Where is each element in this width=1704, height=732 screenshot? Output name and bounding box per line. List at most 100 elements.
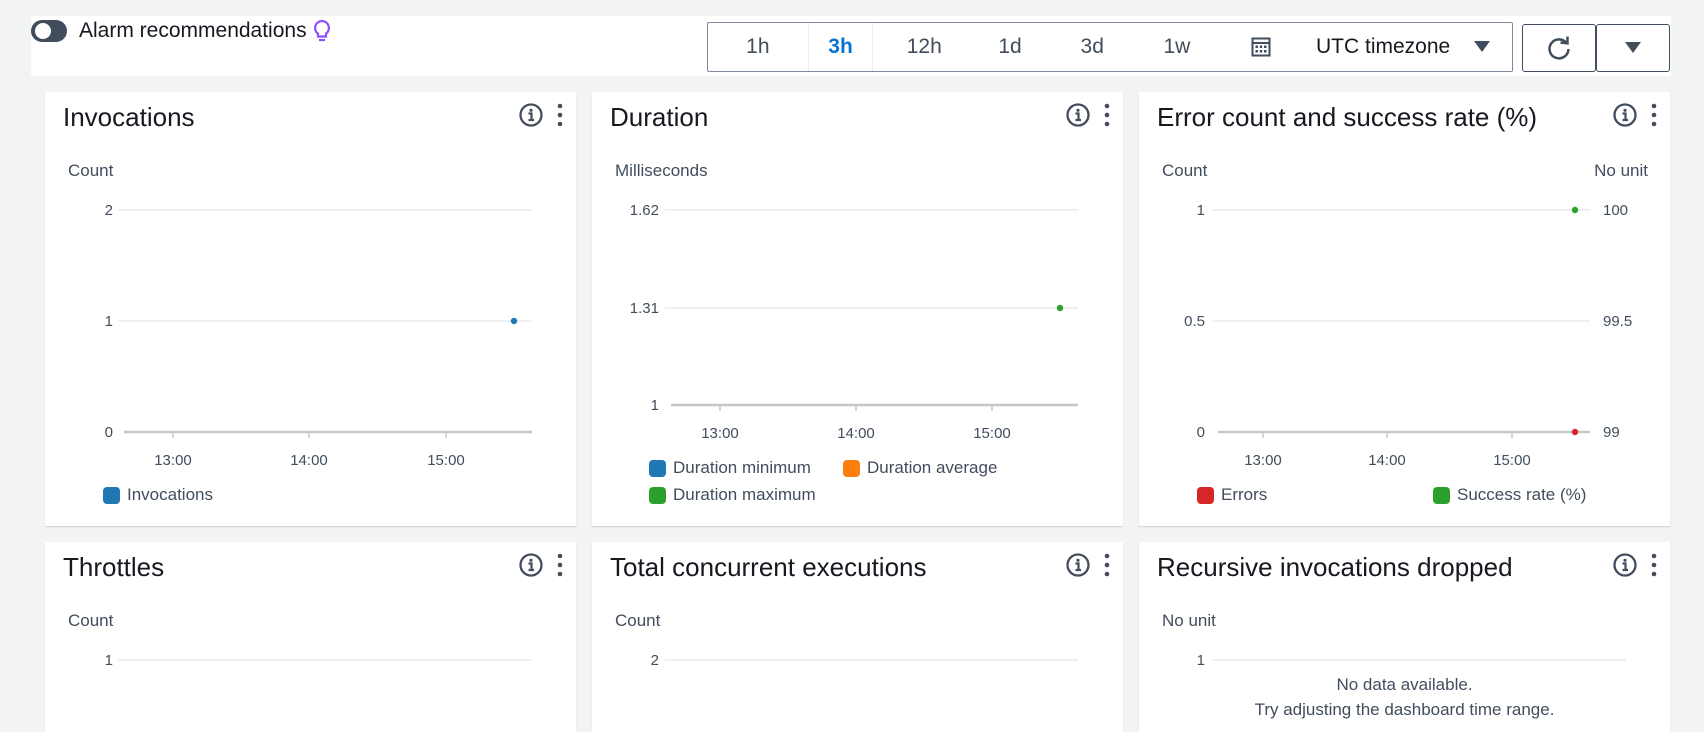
concurrent-executions-widget: Total concurrent executions Count 2 xyxy=(592,542,1123,732)
y-axis-unit: Count xyxy=(68,161,114,180)
x-tick-label: 14:00 xyxy=(290,452,328,469)
data-point-errors[interactable] xyxy=(1571,428,1579,436)
throttles-widget: Throttles Count 1 xyxy=(45,542,576,732)
caret-down-icon xyxy=(1474,41,1490,52)
legend-item-success-rate[interactable]: Success rate (%) xyxy=(1433,485,1586,505)
range-1d[interactable]: 1d xyxy=(998,35,1022,58)
y-tick-label: 1 xyxy=(105,313,113,330)
refresh-options-button[interactable] xyxy=(1596,24,1670,72)
legend-label: Invocations xyxy=(127,485,213,504)
y-tick-label: 1 xyxy=(1197,652,1205,669)
y-axis-unit: Milliseconds xyxy=(615,161,708,180)
more-options-icon[interactable] xyxy=(556,102,564,128)
widget-actions xyxy=(1612,552,1658,578)
y2-tick-label: 99 xyxy=(1603,424,1620,441)
no-data-hint: Try adjusting the dashboard time range. xyxy=(1254,700,1555,719)
x-tick-label: 15:00 xyxy=(427,452,465,469)
y2-tick-label: 99.5 xyxy=(1603,313,1632,330)
widget-actions xyxy=(1065,102,1111,128)
legend-label: Duration average xyxy=(867,458,998,477)
range-12h[interactable]: 12h xyxy=(906,35,942,58)
info-icon[interactable] xyxy=(518,552,544,578)
x-tick-label: 14:00 xyxy=(1368,452,1406,469)
more-options-icon[interactable] xyxy=(1103,102,1111,128)
data-point-success-rate[interactable] xyxy=(1571,206,1579,214)
dashboard-toolbar: Alarm recommendations 1h 3h 12h 1d 3d 1w xyxy=(31,16,1671,76)
legend-item-duration-average[interactable]: Duration average xyxy=(843,458,997,478)
invocations-widget: Invocations Count 2 1 0 13:00 14:00 15:0… xyxy=(45,92,576,526)
legend-label: Errors xyxy=(1221,485,1268,504)
widget-actions xyxy=(1612,102,1658,128)
alarm-recommendations-label: Alarm recommendations xyxy=(79,19,307,42)
x-tick-label: 13:00 xyxy=(1244,452,1282,469)
widget-title: Error count and success rate (%) xyxy=(1157,102,1538,132)
widget-title: Recursive invocations dropped xyxy=(1157,552,1513,582)
widget-title: Throttles xyxy=(63,552,165,582)
alarm-recommendations-toggle-group: Alarm recommendations xyxy=(31,19,331,43)
y-axis-unit: No unit xyxy=(1162,611,1216,630)
widget-actions xyxy=(518,552,564,578)
legend-label: Duration maximum xyxy=(673,485,816,504)
x-tick-label: 15:00 xyxy=(973,425,1011,442)
y2-tick-label: 100 xyxy=(1603,202,1628,219)
widget-actions xyxy=(518,102,564,128)
y-axis-unit-left: Count xyxy=(1162,161,1208,180)
recursive-invocations-widget: Recursive invocations dropped No unit 1 … xyxy=(1139,542,1670,732)
timezone-select[interactable]: UTC timezone xyxy=(1306,22,1513,72)
no-data-message: No data available. xyxy=(1336,675,1473,694)
range-1h[interactable]: 1h xyxy=(746,35,770,58)
duration-chart: 1.62 1.31 1 13:00 14:00 15:00 xyxy=(630,202,1078,442)
y-tick-label: 2 xyxy=(651,652,659,669)
legend-item-duration-maximum[interactable]: Duration maximum xyxy=(649,485,816,505)
info-icon[interactable] xyxy=(1612,552,1638,578)
more-options-icon[interactable] xyxy=(1650,552,1658,578)
error-success-widget: Error count and success rate (%) Count N… xyxy=(1139,92,1670,526)
y-tick-label: 0 xyxy=(1197,424,1205,441)
more-options-icon[interactable] xyxy=(556,552,564,578)
refresh-icon xyxy=(1548,36,1570,60)
legend-swatch xyxy=(103,486,120,504)
alarm-recommendations-toggle[interactable] xyxy=(31,20,67,42)
legend-swatch xyxy=(1433,486,1450,504)
x-tick-label: 15:00 xyxy=(1493,452,1531,469)
y-tick-label: 0 xyxy=(105,424,113,441)
legend-label: Duration minimum xyxy=(673,458,811,477)
range-3d[interactable]: 3d xyxy=(1080,35,1104,58)
y-axis-unit: Count xyxy=(615,611,661,630)
widget-actions xyxy=(1065,552,1111,578)
data-point-duration-maximum[interactable] xyxy=(1056,304,1064,312)
y-tick-label: 1 xyxy=(105,652,113,669)
legend-item-errors[interactable]: Errors xyxy=(1197,485,1267,505)
time-range-selector: 1h 3h 12h 1d 3d 1w xyxy=(707,22,1308,72)
info-icon[interactable] xyxy=(1065,102,1091,128)
range-3h[interactable]: 3h xyxy=(807,23,874,71)
y-axis-unit-right: No unit xyxy=(1594,161,1648,180)
calendar-icon[interactable] xyxy=(1214,37,1307,57)
x-tick-label: 13:00 xyxy=(701,425,739,442)
data-point-invocations[interactable] xyxy=(510,317,518,325)
legend-swatch xyxy=(843,459,860,477)
y-tick-label: 0.5 xyxy=(1184,313,1205,330)
y-tick-label: 1 xyxy=(1197,202,1205,219)
concurrent-executions-chart: 2 xyxy=(651,652,1078,669)
legend-item-invocations[interactable]: Invocations xyxy=(103,485,213,505)
widget-title: Invocations xyxy=(63,102,195,132)
legend-item-duration-minimum[interactable]: Duration minimum xyxy=(649,458,811,478)
lightbulb-icon[interactable] xyxy=(313,19,331,43)
legend-label: Success rate (%) xyxy=(1457,485,1587,504)
info-icon[interactable] xyxy=(1612,102,1638,128)
more-options-icon[interactable] xyxy=(1103,552,1111,578)
throttles-chart: 1 xyxy=(105,652,532,669)
range-1w[interactable]: 1w xyxy=(1163,35,1191,58)
more-options-icon[interactable] xyxy=(1650,102,1658,128)
duration-widget: Duration Milliseconds 1.62 1.31 1 13:00 … xyxy=(592,92,1123,526)
widget-title: Total concurrent executions xyxy=(610,552,927,582)
legend-swatch xyxy=(1197,486,1214,504)
x-tick-label: 14:00 xyxy=(837,425,875,442)
legend-swatch xyxy=(649,459,666,477)
toggle-knob xyxy=(35,23,51,39)
info-icon[interactable] xyxy=(518,102,544,128)
info-icon[interactable] xyxy=(1065,552,1091,578)
timezone-value: UTC timezone xyxy=(1316,35,1451,58)
refresh-button[interactable] xyxy=(1522,24,1596,72)
